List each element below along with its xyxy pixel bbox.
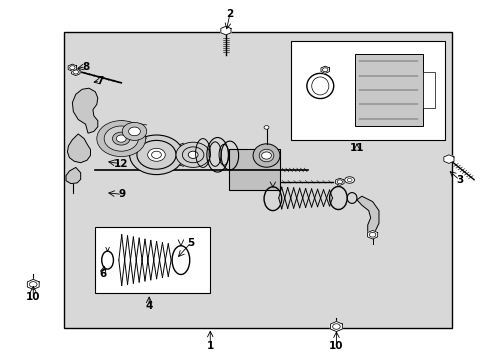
Circle shape — [122, 122, 146, 140]
Polygon shape — [72, 88, 98, 133]
Polygon shape — [221, 26, 230, 35]
Text: 2: 2 — [226, 9, 233, 19]
Polygon shape — [330, 321, 342, 332]
Circle shape — [261, 152, 271, 159]
Bar — [63, 32, 451, 328]
Text: 7: 7 — [96, 76, 104, 86]
Bar — [95, 227, 210, 293]
Text: 10: 10 — [328, 341, 343, 351]
Polygon shape — [66, 167, 81, 184]
Text: 1: 1 — [206, 341, 213, 351]
Bar — [290, 41, 444, 140]
Polygon shape — [335, 178, 344, 185]
Ellipse shape — [344, 177, 354, 183]
Circle shape — [97, 121, 145, 157]
Polygon shape — [71, 68, 80, 76]
Polygon shape — [27, 279, 39, 289]
Text: 6: 6 — [99, 269, 106, 279]
Circle shape — [188, 151, 198, 158]
Polygon shape — [67, 134, 90, 163]
Polygon shape — [367, 230, 377, 239]
Circle shape — [128, 127, 140, 136]
Text: 12: 12 — [114, 159, 128, 169]
Text: 10: 10 — [26, 292, 41, 302]
Polygon shape — [356, 196, 378, 234]
Circle shape — [151, 151, 161, 158]
Circle shape — [264, 126, 268, 129]
Text: 8: 8 — [82, 62, 89, 72]
Text: 5: 5 — [187, 238, 194, 248]
Polygon shape — [320, 66, 329, 73]
Bar — [422, 72, 434, 108]
Circle shape — [176, 142, 210, 167]
Ellipse shape — [253, 144, 279, 167]
Text: 11: 11 — [349, 143, 364, 153]
Polygon shape — [443, 155, 453, 163]
Circle shape — [137, 140, 176, 169]
Circle shape — [104, 126, 138, 151]
Text: 3: 3 — [455, 175, 462, 185]
Bar — [228, 148, 279, 190]
Circle shape — [129, 135, 183, 175]
Circle shape — [147, 148, 165, 161]
Circle shape — [112, 132, 130, 145]
Text: 4: 4 — [145, 301, 153, 311]
Bar — [354, 54, 422, 126]
Circle shape — [182, 147, 203, 163]
Polygon shape — [68, 64, 77, 71]
Text: 9: 9 — [119, 189, 125, 199]
Circle shape — [116, 135, 126, 142]
Ellipse shape — [259, 149, 273, 162]
